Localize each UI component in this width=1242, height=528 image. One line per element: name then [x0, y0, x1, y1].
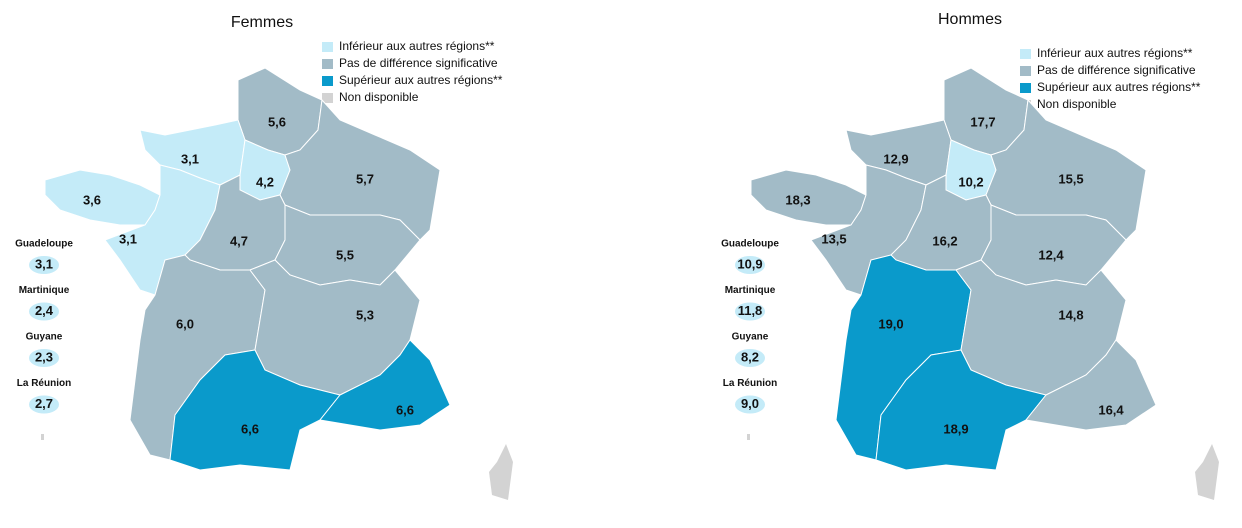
region-value: 13,5 — [821, 231, 846, 246]
region-value: 16,2 — [932, 233, 957, 248]
region — [1025, 339, 1157, 431]
legend-swatch — [322, 93, 333, 103]
region-value: 3,1 — [119, 231, 137, 246]
overseas-name: Guyane — [26, 332, 63, 343]
overseas-value: 2,7 — [35, 396, 53, 411]
region-value: 18,9 — [943, 421, 968, 436]
overseas-name: Martinique — [19, 285, 70, 296]
legend-swatch — [322, 76, 333, 86]
overseas-territory — [29, 349, 59, 367]
region-value: 10,2 — [958, 174, 983, 189]
legend-swatch — [322, 42, 333, 52]
legend-text: Non disponible — [1037, 97, 1117, 111]
overseas-territory — [735, 302, 765, 321]
region-value: 6,0 — [176, 316, 194, 331]
overseas-territory — [735, 349, 765, 367]
overseas-territory — [29, 302, 59, 321]
region-value: 4,7 — [230, 233, 248, 248]
legend-text: Inférieur aux autres régions** — [339, 39, 495, 53]
overseas-value: 9,0 — [741, 396, 759, 411]
overseas-territory — [29, 395, 59, 414]
map-title: Hommes — [938, 11, 1002, 28]
legend-swatch — [322, 59, 333, 69]
legend-text: Non disponible — [339, 90, 419, 104]
overseas-value: 3,1 — [35, 256, 53, 271]
overseas-name: La Réunion — [17, 378, 71, 389]
region-value: 6,6 — [241, 421, 259, 436]
region-value: 19,0 — [878, 316, 903, 331]
corsica — [1195, 444, 1219, 500]
legend-text: Supérieur aux autres régions** — [339, 73, 503, 87]
overseas-territory — [735, 256, 765, 274]
map-title: Femmes — [231, 14, 293, 31]
legend-swatch — [1020, 66, 1031, 76]
region-value: 5,5 — [336, 247, 354, 262]
overseas-value: 2,4 — [35, 303, 54, 318]
region-value: 18,3 — [785, 192, 810, 207]
region-value: 5,6 — [268, 114, 286, 129]
mayotte — [747, 434, 750, 440]
overseas-name: Guadeloupe — [15, 239, 73, 250]
overseas-name: La Réunion — [723, 378, 777, 389]
overseas-value: 8,2 — [741, 349, 759, 364]
region-value: 3,1 — [181, 151, 199, 166]
overseas-name: Guadeloupe — [721, 239, 779, 250]
corsica — [489, 444, 513, 500]
region-value: 16,4 — [1098, 402, 1124, 417]
region — [319, 339, 451, 431]
overseas-value: 11,8 — [738, 303, 763, 318]
legend-text: Supérieur aux autres régions** — [1037, 80, 1201, 94]
region-value: 12,9 — [883, 151, 908, 166]
region-value: 5,3 — [356, 307, 374, 322]
overseas-name: Guyane — [732, 332, 769, 343]
overseas-name: Martinique — [725, 285, 776, 296]
overseas-territory — [735, 395, 765, 414]
legend-swatch — [1020, 83, 1031, 93]
overseas-territory — [29, 256, 59, 274]
region-value: 6,6 — [396, 402, 414, 417]
region-value: 3,6 — [83, 192, 101, 207]
region-value: 12,4 — [1038, 247, 1064, 262]
mayotte — [41, 434, 44, 440]
legend-text: Pas de différence significative — [1037, 63, 1196, 77]
legend-text: Pas de différence significative — [339, 56, 498, 70]
legend-swatch — [1020, 49, 1031, 59]
region-value: 14,8 — [1058, 307, 1083, 322]
region-value: 5,7 — [356, 171, 374, 186]
region — [44, 169, 161, 226]
region-value: 15,5 — [1058, 171, 1083, 186]
region-value: 17,7 — [970, 114, 995, 129]
overseas-value: 10,9 — [737, 256, 762, 271]
overseas-value: 2,3 — [35, 349, 53, 364]
region-value: 4,2 — [256, 174, 274, 189]
legend-text: Inférieur aux autres régions** — [1037, 46, 1193, 60]
